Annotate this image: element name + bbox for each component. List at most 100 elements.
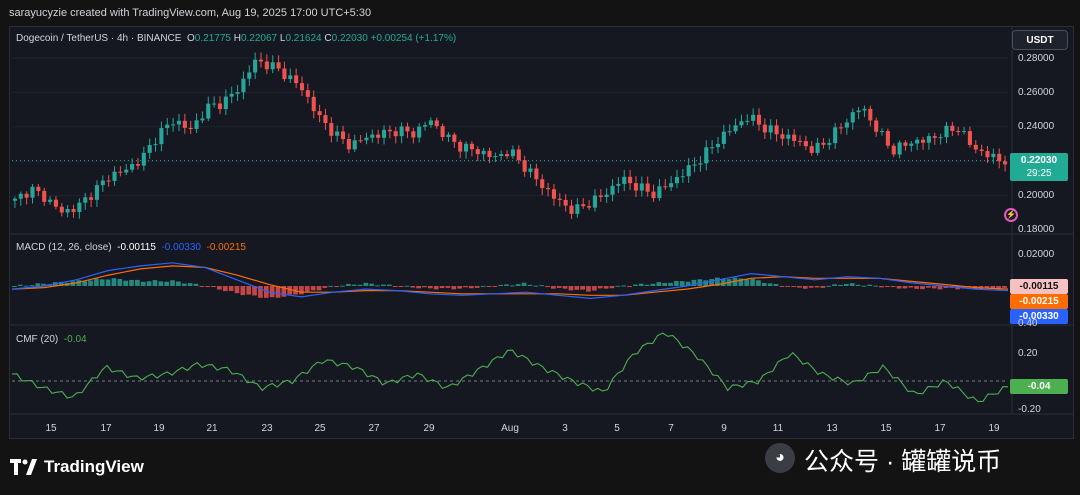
macd-histogram-bar [533,285,539,287]
macd-histogram-bar [439,286,445,289]
time-axis-label: Aug [501,423,519,434]
macd-histogram-bar [304,286,310,292]
candle-body [106,180,111,182]
time-axis-label: 23 [261,423,273,434]
macd-histogram-bar [58,281,64,286]
macd-histogram-bar [117,278,123,286]
candle-body [680,176,685,178]
candle-body [346,139,351,150]
macd-histogram-bar [521,282,527,286]
cmf-series[interactable] [11,332,1009,403]
time-axis-label: 15 [880,423,892,434]
macd-histogram-bar [668,282,673,286]
macd-histogram-bar [310,286,316,291]
macd-histogram-bar [29,285,35,287]
candle-body [792,134,797,141]
candle-body [48,199,53,202]
candle-body [979,149,984,152]
macd-histogram-bar [814,286,820,288]
candle-body [147,145,152,153]
macd-histogram-bar [275,286,281,298]
change-value: +0.00254 (+1.17%) [370,33,457,44]
candle-body [89,197,94,200]
macd-histogram-bar [697,279,703,286]
macd-histogram-bar [140,281,146,286]
candle-body [604,194,609,197]
candle-body [739,121,744,126]
candle-body [446,134,451,138]
candle-body [827,143,832,145]
macd-histogram-bar [797,286,802,288]
macd-histogram-bar [76,280,82,286]
candle-body [610,185,615,195]
macd-histogram-bar [123,280,129,286]
candle-body [885,130,890,146]
time-axis-label: 21 [206,423,218,434]
macd-histogram-bar [715,277,720,286]
candle-body [282,68,287,80]
candle-body [112,171,117,181]
macd-histogram-bar [404,285,410,287]
alert-clock-icon[interactable]: ⚡ [1004,208,1018,222]
candle-body [733,125,738,132]
candle-body [364,137,369,141]
candle-body [294,75,299,84]
macd-histogram-bar [328,285,334,287]
candle-body [592,195,598,208]
macd-series[interactable] [11,262,1009,300]
candle-body [12,198,17,201]
time-axis-label: 7 [668,423,674,434]
candle-body [516,149,521,161]
price-axis-label: 0.24000 [1018,121,1055,132]
macd-histogram-bar [468,286,474,289]
macd-histogram-bar [838,284,843,286]
macd-histogram-bar [656,282,662,286]
time-axis-label: 5 [614,423,620,434]
macd-histogram-bar [662,282,668,286]
candle-body [405,126,410,132]
candle-body [651,191,656,199]
candlestick-series[interactable] [12,52,1008,219]
candle-body [557,198,562,200]
candle-body [674,177,680,184]
macd-histogram-bar [510,285,515,287]
macd-histogram-bar [996,286,1001,290]
time-axis-label: 9 [721,423,727,434]
open-value: 0.21775 [194,33,231,44]
candle-body [212,103,217,105]
time-axis-label: 25 [314,423,326,434]
cmf-axis-label: -0.20 [1018,404,1041,415]
candle-body [428,120,433,126]
macd-histogram-bar [744,279,750,286]
macd-histogram-bar [474,286,480,288]
candle-body [253,59,258,73]
macd-histogram-bar [363,282,369,286]
candle-body [727,131,732,133]
macd-legend: MACD (12, 26, close) -0.00115 -0.00330 -… [16,242,246,253]
candle-body [844,122,849,128]
macd-histogram-bar [158,281,164,286]
candle-body [575,204,580,214]
macd-histogram-bar [914,286,919,289]
macd-histogram-bar [826,285,832,287]
macd-histogram-bar [205,286,211,287]
candle-body [756,114,762,125]
macd-histogram-bar [908,286,914,288]
macd-axis-label: 0.02000 [1018,249,1055,260]
candle-body [669,183,674,188]
macd-histogram-bar [281,286,287,297]
time-axis-label: 11 [772,423,784,434]
macd-histogram-bar [504,284,509,286]
macd-histogram-bar [463,286,468,288]
currency-button[interactable]: USDT [1012,30,1068,50]
candle-body [335,131,340,136]
macd-histogram-bar [129,279,134,286]
candle-body [276,62,281,69]
macd-line-tag: -0.00330 [1010,309,1068,324]
candle-body [376,134,381,138]
macd-histogram-bar [592,286,597,291]
macd-histogram-bar [386,284,392,286]
macd-histogram-bar [23,285,29,287]
price-axis-label: 0.18000 [1018,224,1055,235]
macd-histogram-bar [398,286,404,287]
